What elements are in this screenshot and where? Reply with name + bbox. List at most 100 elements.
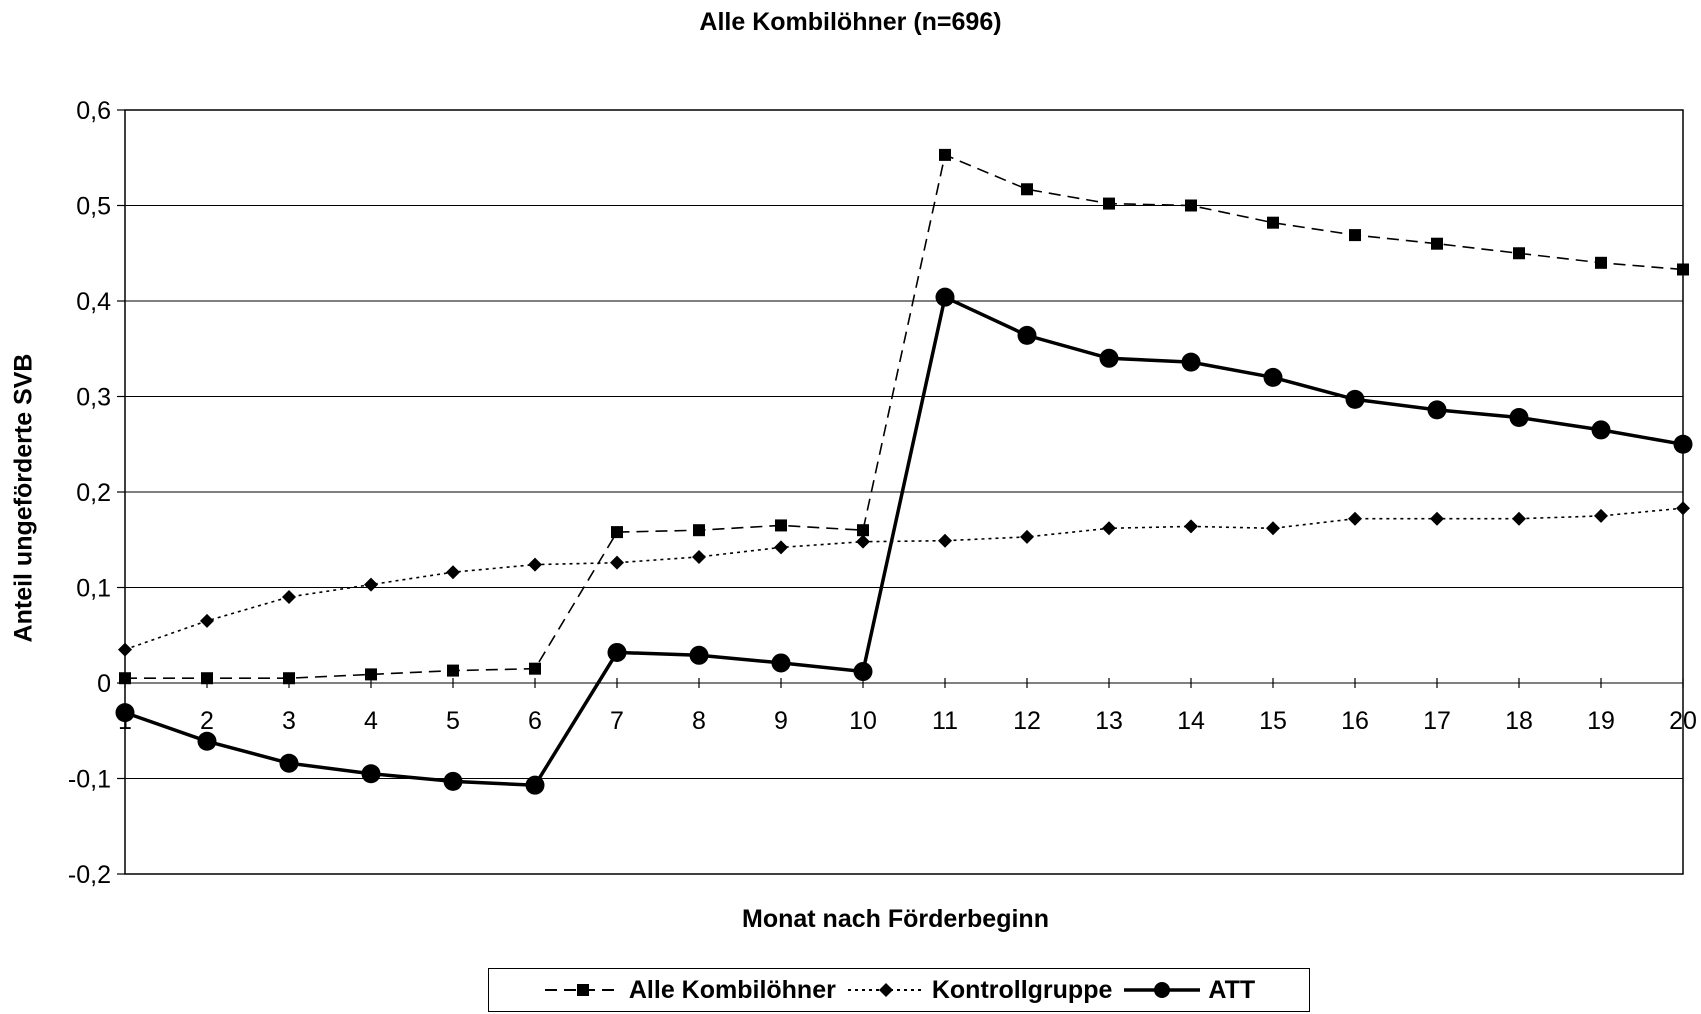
data-point-circle xyxy=(853,662,873,682)
series-line-1 xyxy=(124,507,1684,651)
data-point-square xyxy=(1021,183,1033,196)
data-point-circle xyxy=(1017,325,1037,345)
data-point-square xyxy=(201,672,213,685)
data-point-diamond xyxy=(118,642,132,657)
data-point-square xyxy=(1431,237,1443,250)
x-tick-label: 17 xyxy=(1423,707,1451,735)
legend-label: Alle Kombilöhner xyxy=(628,975,836,1004)
data-point-circle xyxy=(525,775,545,795)
data-point-square xyxy=(1185,199,1197,212)
legend-label: Kontrollgruppe xyxy=(931,975,1113,1004)
data-point-square xyxy=(283,672,295,685)
data-point-square xyxy=(1677,263,1689,276)
data-point-diamond xyxy=(364,577,378,592)
y-tick-label: 0 xyxy=(97,670,111,698)
x-tick-label: 16 xyxy=(1341,707,1369,735)
data-point-diamond xyxy=(446,565,460,580)
data-point-square xyxy=(775,519,787,532)
data-point-circle xyxy=(1099,348,1119,368)
y-tick-label: -0,1 xyxy=(68,766,111,794)
data-point-diamond xyxy=(692,549,706,564)
data-point-square xyxy=(939,148,951,161)
x-tick-label: 5 xyxy=(446,707,460,735)
data-point-circle xyxy=(935,287,955,307)
data-point-square xyxy=(1267,216,1279,229)
x-tick-label: 2 xyxy=(200,707,214,735)
data-point-diamond xyxy=(282,590,296,605)
data-point-square xyxy=(1103,197,1115,210)
x-tick-label: 6 xyxy=(528,707,542,735)
data-point-diamond xyxy=(1430,511,1444,526)
data-point-diamond xyxy=(1512,511,1526,526)
x-tick-label: 13 xyxy=(1095,707,1123,735)
data-point-circle xyxy=(1181,352,1201,372)
y-tick-label: 0,4 xyxy=(76,288,111,316)
data-point-circle xyxy=(1345,389,1365,409)
x-tick-label: 10 xyxy=(849,707,877,735)
y-tick-label: -0,2 xyxy=(68,861,111,889)
legend-item-alle-kombiloehner: Alle Kombilöhner xyxy=(543,976,836,1005)
data-point-square xyxy=(119,672,131,685)
x-tick-label: 8 xyxy=(692,707,706,735)
data-point-square xyxy=(365,668,377,681)
data-point-circle xyxy=(689,645,709,665)
chart-title: Alle Kombilöhner (n=696) xyxy=(699,8,1002,36)
series-line-0 xyxy=(125,153,1684,680)
data-point-circle xyxy=(1673,434,1693,454)
data-point-square xyxy=(611,526,623,539)
data-point-diamond xyxy=(938,533,952,548)
x-tick-label: 9 xyxy=(774,707,788,735)
data-point-circle xyxy=(1263,367,1283,387)
legend-item-kontrollgruppe: Kontrollgruppe xyxy=(846,975,1113,1005)
data-point-square xyxy=(1349,229,1361,242)
x-tick-label: 18 xyxy=(1505,707,1533,735)
data-point-square xyxy=(1595,256,1607,269)
x-tick-label: 12 xyxy=(1013,707,1041,735)
data-point-diamond xyxy=(774,540,788,555)
data-point-circle xyxy=(1591,420,1611,440)
data-point-circle xyxy=(607,642,627,662)
data-point-diamond xyxy=(1102,521,1116,536)
data-point-circle xyxy=(279,753,299,773)
data-point-diamond xyxy=(528,557,542,572)
data-point-circle xyxy=(115,703,135,723)
x-tick-label: 14 xyxy=(1177,707,1205,735)
x-tick-label: 7 xyxy=(610,707,624,735)
data-point-diamond xyxy=(1348,511,1362,526)
data-point-circle xyxy=(1509,408,1529,428)
y-tick-label: 0,6 xyxy=(76,97,111,125)
legend: Alle Kombilöhner Kontrollgruppe ATT xyxy=(488,968,1310,1012)
data-point-square xyxy=(1513,247,1525,260)
y-tick-label: 0,5 xyxy=(76,193,111,221)
data-point-circle xyxy=(443,771,463,791)
data-point-diamond xyxy=(1676,501,1690,516)
data-point-circle xyxy=(197,731,217,751)
data-point-square xyxy=(857,524,869,537)
data-point-diamond xyxy=(200,613,214,628)
data-point-diamond xyxy=(1266,521,1280,536)
legend-label: ATT xyxy=(1208,975,1256,1004)
data-point-square xyxy=(529,662,541,675)
y-tick-label: 0,3 xyxy=(76,384,111,412)
y-tick-label: 0,2 xyxy=(76,479,111,507)
data-point-square xyxy=(693,524,705,537)
data-point-circle xyxy=(771,653,791,673)
data-point-square xyxy=(447,664,459,677)
x-tick-label: 3 xyxy=(282,707,296,735)
x-axis-label: Monat nach Förderbeginn xyxy=(742,905,1049,933)
x-tick-label: 15 xyxy=(1259,707,1287,735)
legend-item-att: ATT xyxy=(1122,976,1255,1005)
data-point-diamond xyxy=(1594,508,1608,523)
data-point-diamond xyxy=(1020,529,1034,544)
y-tick-label: 0,1 xyxy=(76,575,111,603)
x-tick-label: 20 xyxy=(1669,707,1697,735)
series-line-2 xyxy=(124,294,1684,787)
data-point-diamond xyxy=(610,555,624,570)
legend-swatch-circle xyxy=(1124,982,1201,998)
x-tick-label: 4 xyxy=(364,707,378,735)
legend-swatch-square xyxy=(544,984,621,996)
data-point-diamond xyxy=(1184,519,1198,534)
data-point-diamond xyxy=(856,534,870,549)
x-tick-label: 11 xyxy=(932,707,958,735)
